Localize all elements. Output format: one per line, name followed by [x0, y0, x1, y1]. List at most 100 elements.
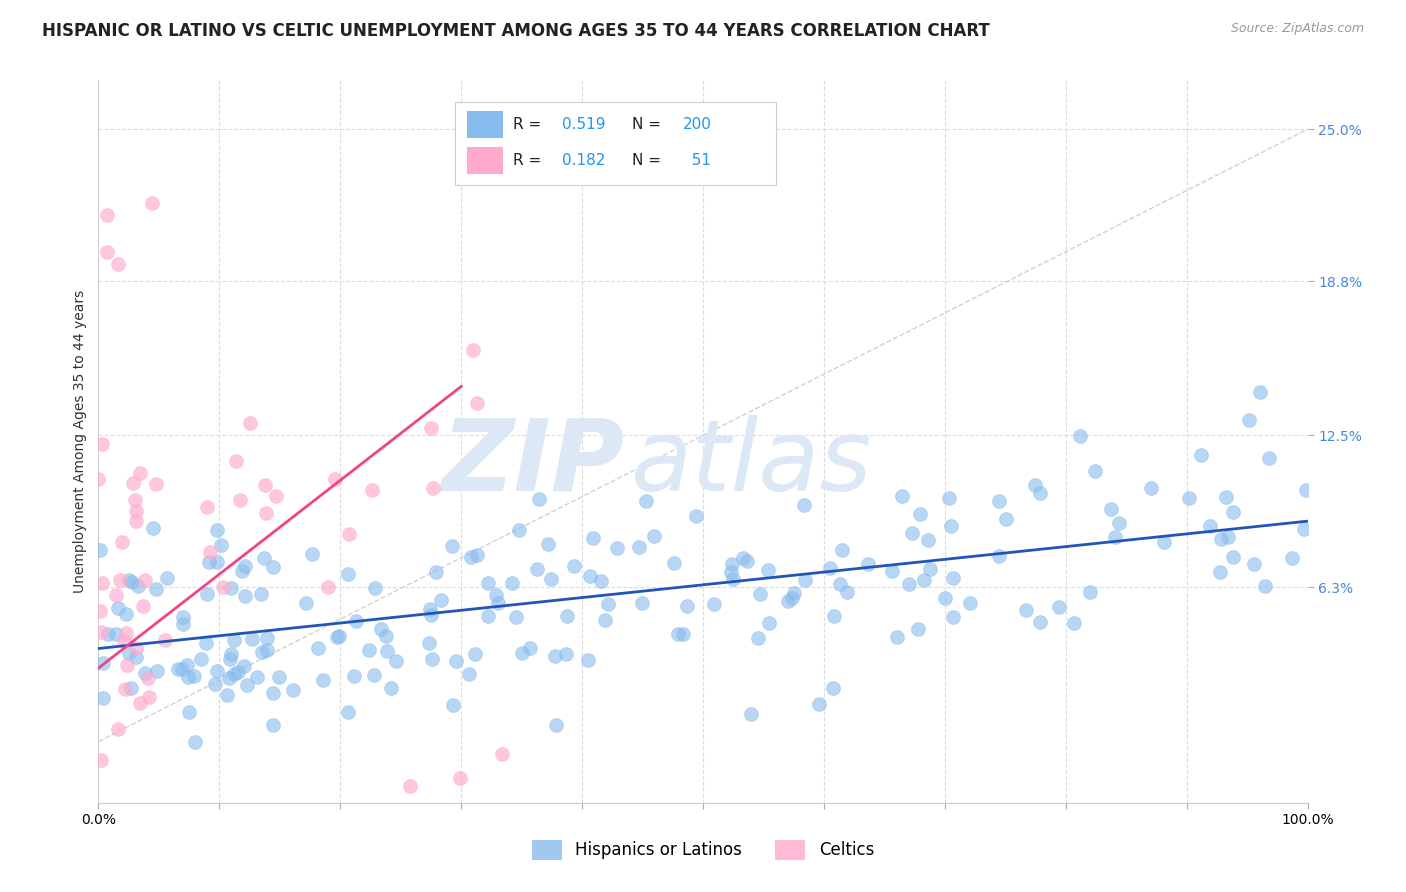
- Point: [236, 678, 259, 692]
- Point: [740, 707, 762, 722]
- Point: [124, 514, 146, 528]
- Point: [209, 538, 232, 552]
- Point: [343, 669, 366, 683]
- Point: [134, 573, 156, 587]
- Point: [1211, 532, 1233, 546]
- Point: [908, 508, 931, 522]
- Point: [418, 636, 440, 650]
- Point: [540, 572, 562, 586]
- Point: [685, 509, 707, 524]
- Point: [1254, 579, 1277, 593]
- FancyBboxPatch shape: [456, 102, 776, 185]
- Point: [858, 558, 880, 572]
- Point: [988, 549, 1011, 564]
- Point: [554, 647, 576, 661]
- Point: [323, 472, 346, 486]
- Legend: Hispanics or Latinos, Celtics: Hispanics or Latinos, Celtics: [526, 833, 880, 867]
- Point: [129, 696, 152, 710]
- Point: [235, 559, 257, 574]
- Point: [176, 670, 198, 684]
- Point: [1189, 448, 1212, 462]
- Point: [793, 498, 815, 512]
- Point: [465, 548, 488, 562]
- Point: [1281, 551, 1303, 566]
- Point: [1029, 485, 1052, 500]
- Point: [1209, 565, 1232, 579]
- Point: [357, 643, 380, 657]
- Point: [124, 493, 146, 508]
- Point: [233, 589, 256, 603]
- Point: [146, 664, 169, 678]
- Point: [176, 657, 198, 672]
- Point: [375, 644, 398, 658]
- Point: [959, 596, 981, 610]
- Point: [90, 753, 112, 767]
- Point: [748, 587, 770, 601]
- Point: [1015, 603, 1038, 617]
- Point: [204, 676, 226, 690]
- Point: [505, 609, 527, 624]
- Point: [239, 416, 262, 430]
- Point: [818, 560, 841, 574]
- Point: [994, 511, 1017, 525]
- Point: [735, 554, 758, 568]
- Point: [195, 636, 218, 650]
- Point: [731, 550, 754, 565]
- Point: [262, 560, 284, 574]
- Text: 200: 200: [682, 117, 711, 132]
- Point: [301, 547, 323, 561]
- Point: [510, 647, 533, 661]
- Point: [125, 504, 148, 518]
- Point: [380, 681, 402, 695]
- Point: [325, 630, 347, 644]
- Point: [363, 668, 385, 682]
- Point: [1084, 464, 1107, 478]
- Point: [450, 772, 472, 786]
- Point: [1140, 481, 1163, 495]
- Point: [425, 565, 447, 579]
- Point: [104, 626, 127, 640]
- Point: [254, 478, 277, 492]
- Point: [90, 436, 112, 450]
- Point: [1237, 412, 1260, 426]
- Point: [218, 671, 240, 685]
- Point: [111, 535, 134, 549]
- Point: [190, 652, 212, 666]
- Point: [91, 691, 114, 706]
- Point: [225, 454, 247, 468]
- Point: [120, 681, 142, 695]
- Point: [125, 641, 148, 656]
- Point: [562, 559, 585, 574]
- Point: [485, 589, 508, 603]
- Point: [1099, 502, 1122, 516]
- Point: [252, 644, 274, 658]
- Point: [370, 622, 392, 636]
- Point: [1108, 516, 1130, 530]
- Point: [295, 596, 318, 610]
- Point: [105, 588, 128, 602]
- Point: [430, 593, 453, 607]
- Point: [934, 591, 956, 605]
- Point: [578, 569, 600, 583]
- Point: [912, 573, 935, 587]
- Point: [422, 481, 444, 495]
- Point: [312, 673, 335, 687]
- Point: [546, 717, 568, 731]
- Point: [91, 656, 114, 670]
- Text: atlas: atlas: [630, 415, 872, 512]
- Point: [179, 705, 201, 719]
- Point: [519, 640, 541, 655]
- Point: [118, 646, 141, 660]
- Point: [747, 631, 769, 645]
- Point: [262, 718, 284, 732]
- Text: R =: R =: [513, 117, 547, 132]
- Point: [721, 573, 744, 587]
- Point: [464, 648, 486, 662]
- Point: [155, 633, 177, 648]
- Point: [89, 542, 111, 557]
- Point: [1249, 384, 1271, 399]
- Point: [87, 472, 110, 486]
- Point: [880, 564, 903, 578]
- Point: [167, 662, 190, 676]
- Point: [1177, 491, 1199, 505]
